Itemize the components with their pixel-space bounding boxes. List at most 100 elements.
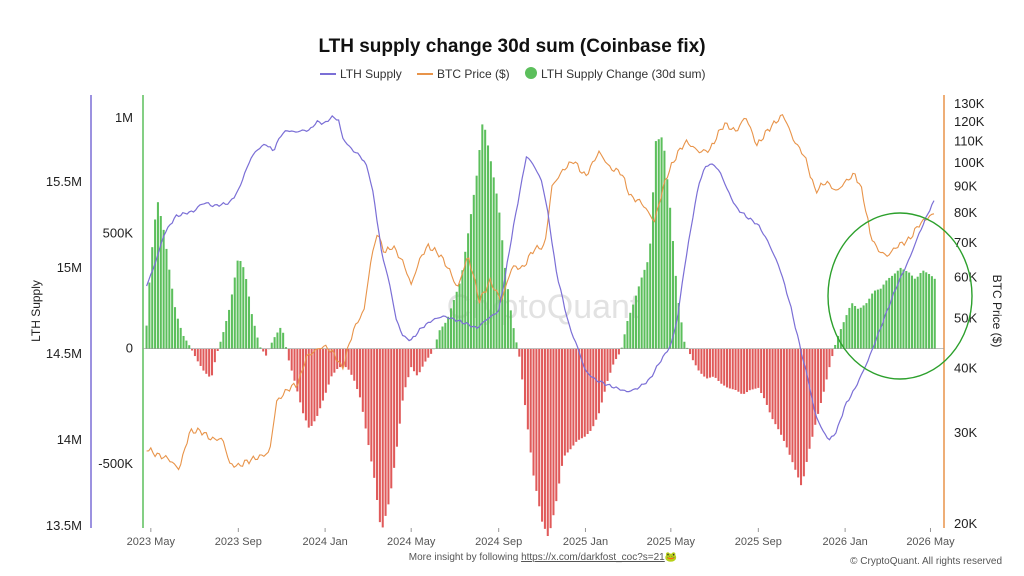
supply-change-bar	[677, 302, 680, 349]
supply-change-bar	[373, 348, 376, 478]
supply-change-bar	[364, 348, 367, 429]
supply-change-bar	[162, 229, 165, 349]
supply-change-bar	[629, 312, 632, 349]
supply-change-bar	[185, 340, 188, 349]
supply-change-bar	[882, 284, 885, 349]
supply-change-bar	[663, 150, 666, 349]
supply-change-bar	[430, 348, 433, 354]
supply-change-bar	[612, 348, 615, 365]
supply-change-bar	[686, 347, 689, 349]
supply-change-bar	[694, 348, 697, 366]
supply-change-bar	[247, 296, 251, 349]
supply-change-bar	[851, 303, 854, 349]
supply-change-bar	[617, 348, 620, 355]
supply-change-bar	[700, 348, 703, 374]
supply-change-bar	[242, 267, 245, 349]
supply-change-bar	[768, 348, 771, 413]
supply-change-bar	[336, 348, 339, 369]
supply-change-bar	[737, 348, 740, 392]
supply-change-bar	[714, 348, 717, 378]
legend-btc-price[interactable]: BTC Price ($)	[437, 67, 510, 81]
supply-change-bar	[856, 308, 859, 349]
supply-change-bar	[797, 348, 800, 478]
y-right-tick: 90K	[954, 179, 977, 194]
supply-change-bar	[461, 270, 464, 349]
supply-change-bar	[620, 347, 623, 349]
y-left-outer-tick: 13.5M	[46, 518, 82, 533]
supply-change-bar	[728, 348, 731, 389]
supply-change-bar	[464, 251, 467, 349]
supply-change-bar	[219, 341, 222, 349]
supply-change-bar	[515, 342, 518, 349]
x-tick-label: 2024 Sep	[475, 536, 522, 548]
supply-change-bar	[634, 295, 637, 349]
supply-change-bar	[825, 348, 828, 380]
supply-change-bar	[210, 348, 214, 376]
supply-change-bar	[928, 274, 931, 349]
supply-change-bar	[361, 348, 364, 412]
legend-lth-change[interactable]: LTH Supply Change (30d sum)	[541, 67, 706, 81]
chart-title: LTH supply change 30d sum (Coinbase fix)	[318, 36, 705, 57]
supply-change-bar	[913, 278, 916, 349]
supply-change-bar	[259, 347, 262, 349]
supply-change-bar	[341, 348, 344, 368]
supply-change-bar	[669, 207, 672, 349]
supply-change-bar	[711, 348, 714, 377]
supply-change-bar	[293, 348, 296, 381]
supply-change-bar	[782, 348, 785, 441]
supply-change-bar	[910, 275, 914, 349]
supply-change-bar	[552, 348, 555, 516]
supply-change-bar	[689, 348, 692, 355]
supply-change-bar	[151, 247, 154, 349]
y-left-axis-title: LTH Supply	[29, 280, 43, 342]
legend-lth-supply[interactable]: LTH Supply	[340, 67, 402, 81]
supply-change-bar	[353, 348, 356, 381]
supply-change-bar	[603, 348, 606, 392]
supply-change-bar	[879, 288, 882, 349]
supply-change-bar	[848, 307, 851, 349]
supply-change-bar	[424, 348, 427, 362]
supply-change-bar	[654, 141, 657, 349]
supply-change-bar	[319, 348, 322, 409]
supply-change-bar	[868, 298, 871, 349]
supply-change-bar	[324, 348, 327, 393]
supply-change-bar	[831, 348, 834, 357]
supply-change-bar	[205, 348, 208, 374]
supply-change-bar	[632, 304, 635, 349]
supply-change-bar	[899, 267, 902, 349]
supply-change-bar	[859, 307, 862, 349]
supply-change-bar	[526, 348, 529, 430]
supply-change-bar	[757, 348, 760, 388]
supply-change-bar	[199, 348, 202, 366]
supply-change-bar	[148, 282, 151, 349]
footer-insight-link[interactable]: https://x.com/darkfost_coc?s=21	[521, 552, 665, 563]
supply-change-bar	[589, 348, 592, 431]
supply-change-bar	[276, 332, 279, 349]
supply-change-bar	[176, 318, 179, 349]
supply-change-bar	[805, 348, 808, 462]
x-tick-label: 2026 Jan	[822, 536, 867, 548]
supply-change-bar	[597, 348, 601, 414]
supply-change-bar	[734, 348, 737, 390]
supply-change-bar	[435, 339, 438, 349]
supply-change-bar	[891, 275, 894, 349]
y-left-inner-tick: 500K	[103, 225, 134, 240]
supply-change-bar	[475, 175, 478, 349]
y-left-inner-tick: -500K	[98, 456, 133, 471]
supply-change-bar	[333, 348, 336, 373]
supply-change-bar	[521, 348, 524, 380]
supply-change-bar	[580, 348, 583, 439]
y-left-outer-tick: 14M	[57, 432, 82, 447]
y-right-tick: 30K	[954, 425, 977, 440]
supply-change-bar	[808, 348, 811, 449]
supply-change-bar	[802, 348, 805, 477]
supply-change-bar	[925, 272, 928, 349]
supply-change-bar	[885, 280, 888, 349]
supply-change-bar	[376, 348, 379, 500]
supply-change-bar	[680, 322, 683, 349]
supply-change-bar	[504, 267, 507, 349]
supply-change-bar	[615, 348, 618, 360]
supply-change-bar	[489, 161, 492, 349]
supply-change-bar	[523, 348, 527, 406]
supply-change-bar	[538, 348, 541, 507]
